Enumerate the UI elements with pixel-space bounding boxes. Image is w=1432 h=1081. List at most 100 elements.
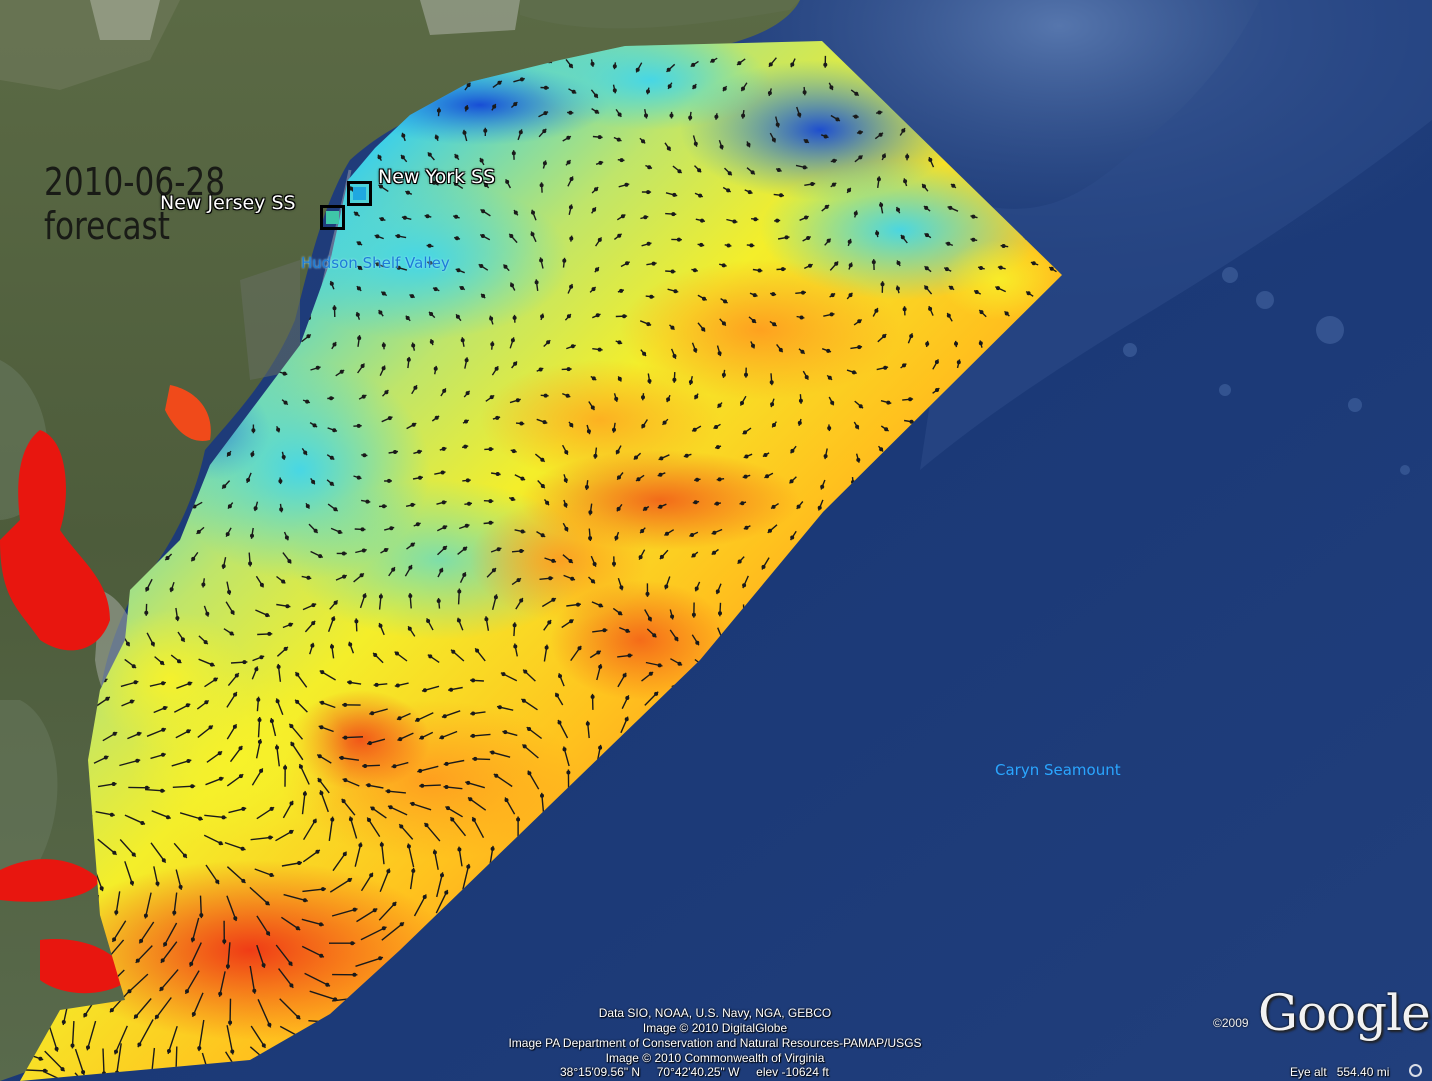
current-vector-head bbox=[387, 478, 392, 483]
new-york-ss-marker[interactable] bbox=[347, 181, 372, 206]
current-vector-head bbox=[693, 500, 698, 505]
current-vector-head bbox=[566, 367, 571, 372]
new-york-ss-marker-fill bbox=[353, 187, 366, 200]
current-vector-head bbox=[265, 613, 270, 618]
current-vector-head bbox=[640, 529, 645, 534]
current-vector-head bbox=[896, 207, 901, 212]
current-vector-head bbox=[365, 499, 370, 504]
current-vector-head bbox=[489, 316, 494, 321]
current-vector-head bbox=[411, 868, 416, 873]
new-jersey-ss-label[interactable]: New Jersey SS bbox=[160, 192, 296, 214]
current-vector-head bbox=[677, 169, 682, 174]
current-vector-head bbox=[769, 380, 774, 385]
current-vector-head bbox=[691, 62, 696, 67]
current-vector-head bbox=[252, 988, 257, 993]
current-vector-head bbox=[569, 236, 574, 241]
current-vector-head bbox=[671, 212, 676, 217]
current-vector-head bbox=[70, 1043, 75, 1048]
current-vector-head bbox=[880, 282, 885, 287]
current-vector-head bbox=[165, 815, 170, 820]
current-vector-head bbox=[289, 801, 294, 806]
current-vector-head bbox=[186, 759, 191, 764]
current-vector-head bbox=[410, 542, 415, 547]
current-vector-head bbox=[797, 420, 802, 425]
current-vector-head bbox=[834, 261, 839, 266]
current-vector-head bbox=[746, 142, 751, 147]
current-vector-head bbox=[721, 263, 726, 268]
new-york-ss-label[interactable]: New York SS bbox=[378, 166, 496, 188]
current-vector-head bbox=[433, 366, 438, 371]
current-vector-head bbox=[386, 789, 391, 794]
current-vector-head bbox=[702, 296, 707, 301]
current-vector-head bbox=[370, 711, 375, 716]
current-vector-head bbox=[701, 327, 706, 332]
current-vector-head bbox=[428, 654, 433, 659]
current-vector-head bbox=[311, 603, 316, 608]
current-vector-head bbox=[757, 268, 762, 273]
new-jersey-ss-marker[interactable] bbox=[320, 205, 345, 230]
current-vector-head bbox=[343, 702, 348, 707]
current-vector-head bbox=[348, 680, 353, 685]
current-vector-head bbox=[534, 280, 539, 285]
current-vector-head bbox=[288, 622, 293, 627]
current-vector-head bbox=[551, 558, 556, 563]
current-vector-head bbox=[721, 372, 726, 377]
current-vector-head bbox=[698, 193, 703, 198]
current-vector-head bbox=[594, 93, 599, 98]
current-vector-head bbox=[488, 499, 493, 504]
current-vector-head bbox=[352, 972, 357, 977]
caryn-seamount-label[interactable]: Caryn Seamount bbox=[995, 761, 1121, 779]
current-vector-head bbox=[484, 183, 489, 188]
current-vector-head bbox=[161, 727, 166, 732]
current-vector-head bbox=[306, 575, 311, 580]
current-vector-head bbox=[903, 179, 908, 184]
current-vector-head bbox=[666, 397, 671, 402]
current-vector-head bbox=[453, 181, 458, 186]
current-vector-head bbox=[741, 86, 746, 91]
current-vector-head bbox=[466, 83, 471, 88]
hudson-shelf-valley-label[interactable]: Hudson Shelf Valley bbox=[301, 254, 450, 272]
current-vector-head bbox=[771, 137, 776, 142]
current-vector-head bbox=[222, 484, 227, 489]
current-vector-head bbox=[691, 612, 696, 617]
current-vector-head bbox=[954, 341, 959, 346]
current-vector-head bbox=[804, 375, 809, 380]
current-vector-head bbox=[723, 299, 728, 304]
current-vector-head bbox=[208, 725, 213, 730]
current-vector-head bbox=[878, 132, 883, 137]
current-vector-head bbox=[672, 354, 677, 359]
current-vector-head bbox=[313, 528, 318, 533]
current-vector-head bbox=[332, 342, 337, 347]
current-vector-head bbox=[283, 646, 288, 651]
current-vector-head bbox=[509, 233, 514, 238]
current-vector-head bbox=[295, 672, 300, 677]
current-vector-head bbox=[700, 218, 705, 223]
current-vector-head bbox=[341, 551, 346, 556]
current-vector-head bbox=[319, 953, 324, 958]
current-vector-head bbox=[483, 128, 488, 133]
current-vector-head bbox=[201, 582, 206, 587]
compass-ring-icon[interactable] bbox=[1409, 1064, 1422, 1077]
current-vector-head bbox=[283, 400, 288, 405]
current-vector-head bbox=[979, 310, 984, 315]
current-vector-head bbox=[497, 80, 502, 85]
current-vector-head bbox=[638, 555, 643, 560]
current-vector-head bbox=[197, 1046, 202, 1051]
current-vector-head bbox=[229, 631, 234, 636]
current-vector-head bbox=[853, 114, 858, 119]
current-vector-head bbox=[827, 375, 832, 380]
current-vector-head bbox=[136, 731, 141, 736]
current-vector-head bbox=[383, 548, 388, 553]
current-vector-head bbox=[643, 506, 648, 511]
current-vector-head bbox=[712, 530, 717, 535]
current-vector-head bbox=[420, 735, 425, 740]
current-vector-head bbox=[166, 1048, 171, 1053]
current-vector-head bbox=[789, 479, 794, 484]
current-vector-head bbox=[619, 158, 624, 163]
current-vector-head bbox=[240, 846, 245, 851]
current-vector-head bbox=[357, 265, 362, 270]
current-vector-head bbox=[714, 425, 719, 430]
current-vector-head bbox=[752, 293, 757, 298]
current-vector-head bbox=[230, 1049, 235, 1054]
